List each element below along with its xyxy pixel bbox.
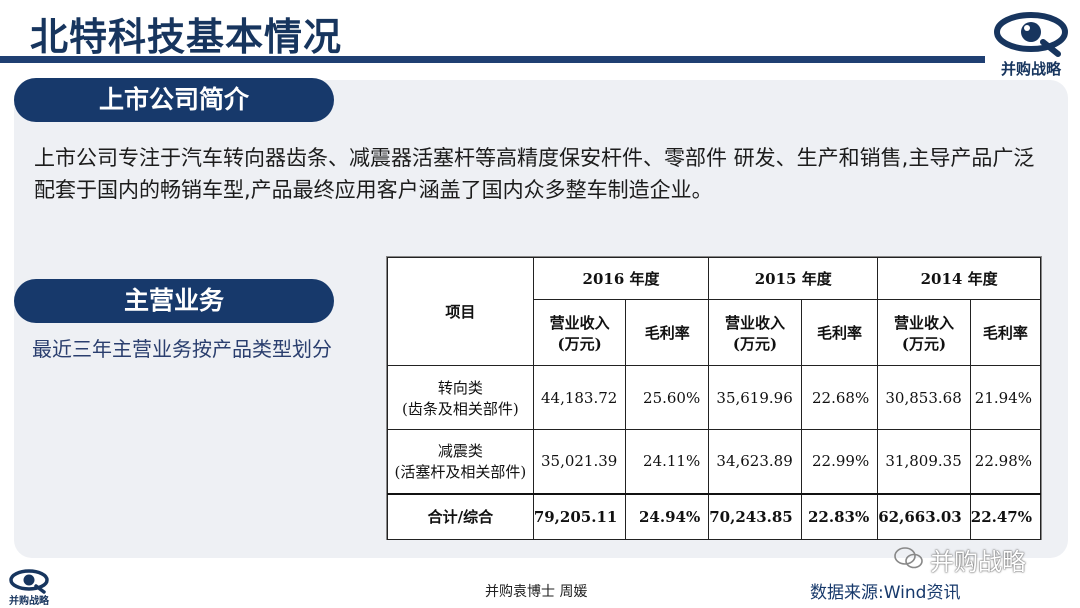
company-intro-text: 上市公司专注于汽车转向器齿条、减震器活塞杆等高精度保安杆件、零部件 研发、生产和…	[34, 146, 1035, 202]
year-header-2016: 2016 年度	[532, 257, 710, 300]
table-row: 减震类 (活塞杆及相关部件) 35,021.39 24.11% 34,623.89…	[387, 429, 1042, 494]
title-underline	[0, 56, 985, 63]
cell: 35,619.96	[708, 365, 802, 430]
revenue-header: 营业收入 (万元)	[708, 299, 802, 366]
cell: 79,205.11	[532, 492, 627, 540]
cell: 34,623.89	[708, 429, 802, 494]
page-title: 北特科技基本情况	[30, 15, 343, 59]
cell: 25.60%	[625, 365, 710, 430]
watermark-text: 并购战略	[930, 548, 1026, 576]
wechat-icon	[894, 547, 923, 569]
cell: 22.83%	[800, 492, 879, 540]
footer-logo: 并购战略	[6, 566, 52, 607]
year-header-2014: 2014 年度	[877, 257, 1041, 300]
header: 北特科技基本情况	[0, 0, 1080, 70]
revenue-header: 营业收入 (万元)	[532, 299, 627, 366]
item-header: 项目	[387, 257, 534, 366]
cell: 22.99%	[800, 429, 879, 494]
cell: 24.11%	[625, 429, 710, 494]
row-label: 减震类 (活塞杆及相关部件)	[387, 429, 534, 494]
business-subtitle: 最近三年主营业务按产品类型划分	[32, 337, 332, 361]
table-row: 转向类 (齿条及相关部件) 44,183.72 25.60% 35,619.96 …	[387, 365, 1042, 430]
cell: 22.98%	[969, 429, 1042, 494]
row-label: 转向类 (齿条及相关部件)	[387, 365, 534, 430]
margin-header: 毛利率	[800, 299, 879, 366]
cell: 62,663.03	[877, 492, 971, 540]
year-header-2015: 2015 年度	[708, 257, 879, 300]
cell: 22.68%	[800, 365, 879, 430]
margin-header: 毛利率	[625, 299, 710, 366]
cell: 35,021.39	[532, 429, 627, 494]
cell: 24.94%	[625, 492, 710, 540]
cell: 44,183.72	[532, 365, 627, 430]
author-text: 并购袁博士 周媛	[485, 584, 588, 600]
revenue-table: 项目 2016 年度 2015 年度 2014 年度 营业收入 (万元) 毛利率 …	[386, 256, 1042, 540]
cell: 21.94%	[969, 365, 1042, 430]
cell: 30,853.68	[877, 365, 971, 430]
cell: 31,809.35	[877, 429, 971, 494]
section-label-business: 主营业务	[14, 279, 334, 323]
margin-header: 毛利率	[969, 299, 1042, 366]
eye-logo-icon	[9, 569, 49, 594]
brand-logo: 并购战略	[988, 6, 1074, 82]
revenue-header: 营业收入 (万元)	[877, 299, 971, 366]
cell: 22.47%	[969, 492, 1042, 540]
table-row-total: 合计/综合 79,205.11 24.94% 70,243.85 22.83% …	[387, 492, 1042, 540]
row-label: 合计/综合	[387, 492, 534, 540]
data-source-text: 数据来源:Wind资讯	[810, 583, 961, 603]
footer-logo-text: 并购战略	[9, 596, 49, 607]
section-label-company: 上市公司简介	[14, 78, 334, 122]
brand-logo-text: 并购战略	[1000, 60, 1061, 78]
eye-logo-icon	[994, 12, 1068, 57]
cell: 70,243.85	[708, 492, 802, 540]
